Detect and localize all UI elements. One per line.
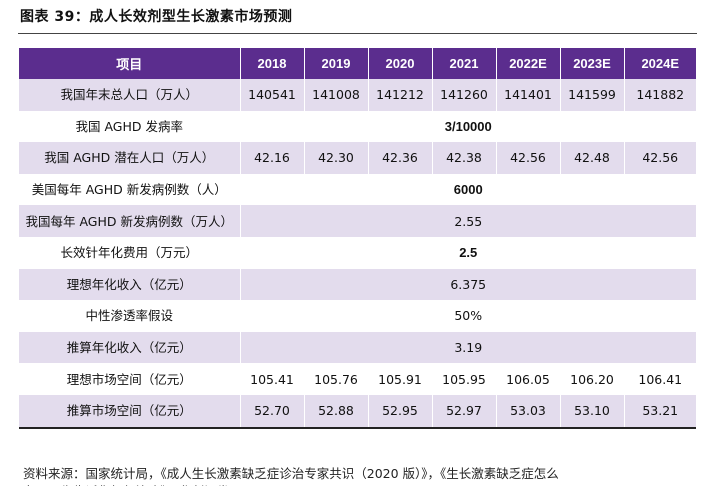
table-row: 理想年化收入（亿元） 6.375	[19, 268, 696, 301]
table-cell: 106.20	[560, 363, 625, 395]
table-row: 推算年化收入（亿元） 3.19	[19, 331, 696, 364]
table-row: 我国每年 AGHD 新发病例数（万人） 2.55	[19, 205, 696, 237]
title-divider	[18, 33, 697, 34]
table-cell: 141401	[496, 79, 561, 111]
merged-cell: 6.375	[240, 268, 696, 301]
row-label: 推算市场空间（亿元）	[19, 394, 241, 429]
table-row: 我国年末总人口（万人） 140541 141008 141212 141260 …	[19, 79, 696, 111]
row-label: 中性渗透率假设	[19, 300, 241, 332]
table-header-row: 项目 2018 2019 2020 2021 2022E 2023E 2024E	[19, 48, 696, 79]
table-cell: 141008	[304, 79, 369, 111]
header-year: 2022E	[496, 48, 561, 79]
table-cell: 42.48	[560, 142, 625, 174]
table-row: 推算市场空间（亿元） 52.70 52.88 52.95 52.97 53.03…	[19, 394, 696, 429]
merged-cell: 3.19	[240, 331, 696, 364]
source-note: 资料来源：国家统计局，《成人生长激素缺乏症诊治专家共识（2020 版）》，《生长…	[23, 466, 559, 481]
table-cell: 141260	[432, 79, 497, 111]
table-cell: 52.88	[304, 394, 369, 429]
table-row: 中性渗透率假设 50%	[19, 300, 696, 332]
header-year: 2024E	[624, 48, 696, 79]
table-cell: 42.16	[240, 142, 305, 174]
table-cell: 52.95	[368, 394, 433, 429]
header-year: 2020	[368, 48, 433, 79]
table-row: 我国 AGHD 发病率 3/10000	[19, 110, 696, 143]
row-label: 我国 AGHD 发病率	[19, 110, 241, 143]
merged-cell: 6000	[240, 173, 696, 206]
table-cell: 42.38	[432, 142, 497, 174]
table-cell: 52.97	[432, 394, 497, 429]
merged-cell: 50%	[240, 300, 696, 332]
table-cell: 52.70	[240, 394, 305, 429]
row-label: 美国每年 AGHD 新发病例数（人）	[19, 173, 241, 206]
table-cell: 42.56	[624, 142, 696, 174]
row-label: 我国每年 AGHD 新发病例数（万人）	[19, 205, 241, 237]
table-cell: 140541	[240, 79, 305, 111]
figure-title: 图表 39：成人长效剂型生长激素市场预测	[20, 9, 293, 25]
table-cell: 106.41	[624, 363, 696, 395]
row-label: 理想年化收入（亿元）	[19, 268, 241, 301]
row-label: 理想市场空间（亿元）	[19, 363, 241, 395]
table-cell: 141882	[624, 79, 696, 111]
table-row: 长效针年化费用（万元） 2.5	[19, 236, 696, 269]
table-cell: 106.05	[496, 363, 561, 395]
merged-cell: 3/10000	[240, 110, 696, 143]
row-label: 推算年化收入（亿元）	[19, 331, 241, 364]
table-cell: 42.36	[368, 142, 433, 174]
table-cell: 141599	[560, 79, 625, 111]
merged-cell: 2.5	[240, 236, 696, 269]
table-cell: 42.30	[304, 142, 369, 174]
table-cell: 53.03	[496, 394, 561, 429]
header-item: 项目	[19, 48, 241, 79]
row-label: 我国 AGHD 潜在人口（万人）	[19, 142, 241, 174]
table-row: 我国 AGHD 潜在人口（万人） 42.16 42.30 42.36 42.38…	[19, 142, 696, 174]
source-note-continued: 办？医生告诉你如何治疗》，华创证券	[23, 481, 483, 486]
table-cell: 141212	[368, 79, 433, 111]
table-row: 理想市场空间（亿元） 105.41 105.76 105.91 105.95 1…	[19, 363, 696, 395]
table-cell: 105.95	[432, 363, 497, 395]
table-cell: 105.76	[304, 363, 369, 395]
table-cell: 105.41	[240, 363, 305, 395]
row-label: 长效针年化费用（万元）	[19, 236, 241, 269]
header-year: 2021	[432, 48, 497, 79]
merged-cell: 2.55	[240, 205, 696, 237]
table-cell: 53.21	[624, 394, 696, 429]
table-cell: 105.91	[368, 363, 433, 395]
market-forecast-table: 项目 2018 2019 2020 2021 2022E 2023E 2024E…	[19, 48, 696, 429]
header-year: 2023E	[560, 48, 625, 79]
header-year: 2019	[304, 48, 369, 79]
header-year: 2018	[240, 48, 305, 79]
table-cell: 42.56	[496, 142, 561, 174]
table-cell: 53.10	[560, 394, 625, 429]
table-row: 美国每年 AGHD 新发病例数（人） 6000	[19, 173, 696, 206]
row-label: 我国年末总人口（万人）	[19, 79, 241, 111]
